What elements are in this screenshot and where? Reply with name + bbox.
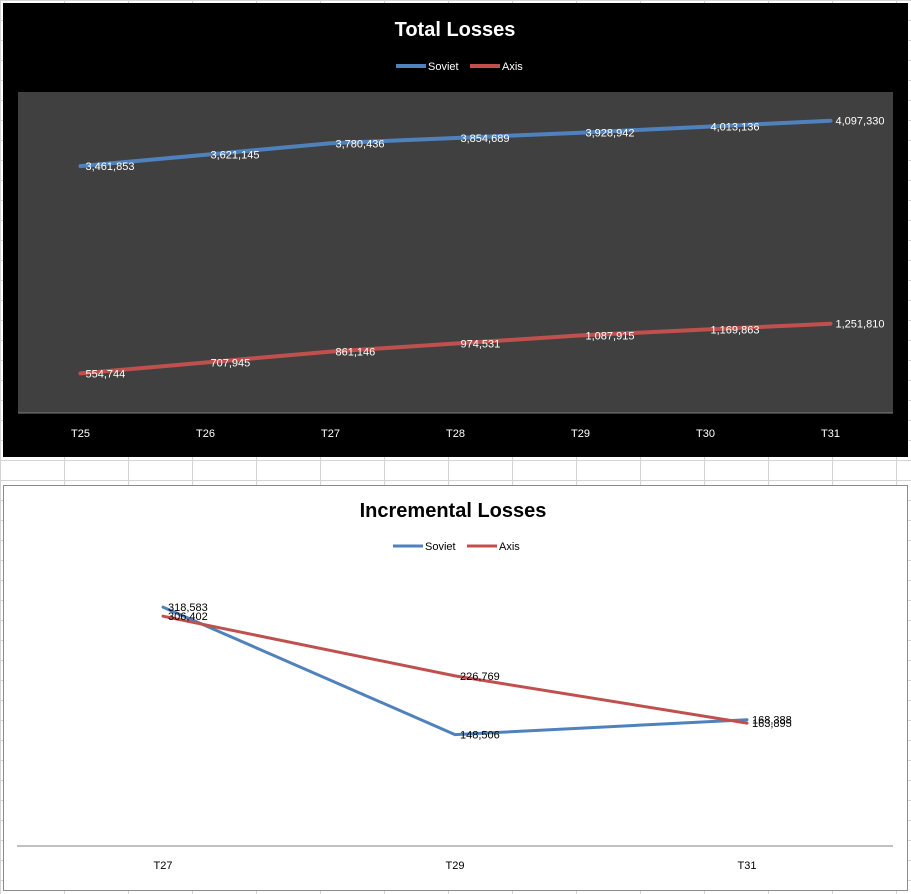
x-tick-label-t26: T26	[196, 428, 215, 440]
data-label-soviet-t30: 4,013,136	[711, 122, 760, 134]
x-tick-label-t28: T28	[446, 428, 465, 440]
data-label-axis-t31: 163,895	[752, 718, 792, 730]
data-label-soviet-t25: 3,461,853	[86, 161, 135, 173]
data-label-axis-t25: 554,744	[86, 368, 126, 380]
legend-label-axis: Axis	[502, 61, 523, 73]
x-tick-label-t27: T27	[154, 860, 173, 872]
series-line-soviet	[78, 118, 833, 169]
data-label-soviet-t31: 4,097,330	[836, 116, 885, 128]
x-tick-label-t29: T29	[446, 860, 465, 872]
data-label-axis-t28: 974,531	[461, 338, 501, 350]
legend-label-axis: Axis	[499, 541, 520, 553]
x-tick-label-t31: T31	[821, 428, 840, 440]
data-label-axis-t29: 1,087,915	[586, 330, 635, 342]
legend-label-soviet: Soviet	[425, 541, 456, 553]
plot-area	[18, 92, 893, 413]
data-label-soviet-t31: 168,388	[752, 715, 792, 727]
data-label-axis-t26: 707,945	[211, 357, 251, 369]
legend-label-soviet: Soviet	[428, 61, 459, 73]
data-label-soviet-t28: 3,854,689	[461, 133, 510, 145]
x-tick-label-t31: T31	[738, 860, 757, 872]
x-tick-label-t30: T30	[696, 428, 715, 440]
incremental-losses-chart: Incremental Losses Soviet Axis T27 T29 T31 318…	[3, 485, 908, 891]
data-label-soviet-t27: 318,583	[168, 602, 208, 614]
series-line-axis	[161, 614, 749, 725]
series-line-axis	[78, 321, 833, 376]
data-label-axis-t31: 1,251,810	[836, 319, 885, 331]
total-losses-chart: Total Losses Soviet Axis T25 T26 T27 T28 T29 T30…	[3, 3, 908, 457]
data-label-axis-t30: 1,169,863	[711, 325, 760, 337]
data-label-soviet-t26: 3,621,145	[211, 150, 260, 162]
data-label-soviet-t29: 3,928,942	[586, 128, 635, 140]
chart-title: Incremental Losses	[360, 500, 547, 522]
incremental-losses-svg: Incremental Losses Soviet Axis T27 T29 T31 318…	[17, 500, 893, 872]
series-line-soviet	[161, 605, 749, 737]
total-losses-svg: Total Losses Soviet Axis T25 T26 T27 T28 T29 T30…	[18, 19, 893, 440]
data-label-axis-t27: 306,402	[168, 611, 208, 623]
data-label-soviet-t29: 148,506	[460, 730, 500, 742]
data-label-axis-t27: 861,146	[336, 347, 376, 359]
chart-title: Total Losses	[395, 19, 516, 41]
x-tick-label-t27: T27	[321, 428, 340, 440]
x-tick-label-t29: T29	[571, 428, 590, 440]
data-label-soviet-t27: 3,780,436	[336, 138, 385, 150]
x-tick-label-t25: T25	[71, 428, 90, 440]
data-label-axis-t29: 226,769	[460, 671, 500, 683]
